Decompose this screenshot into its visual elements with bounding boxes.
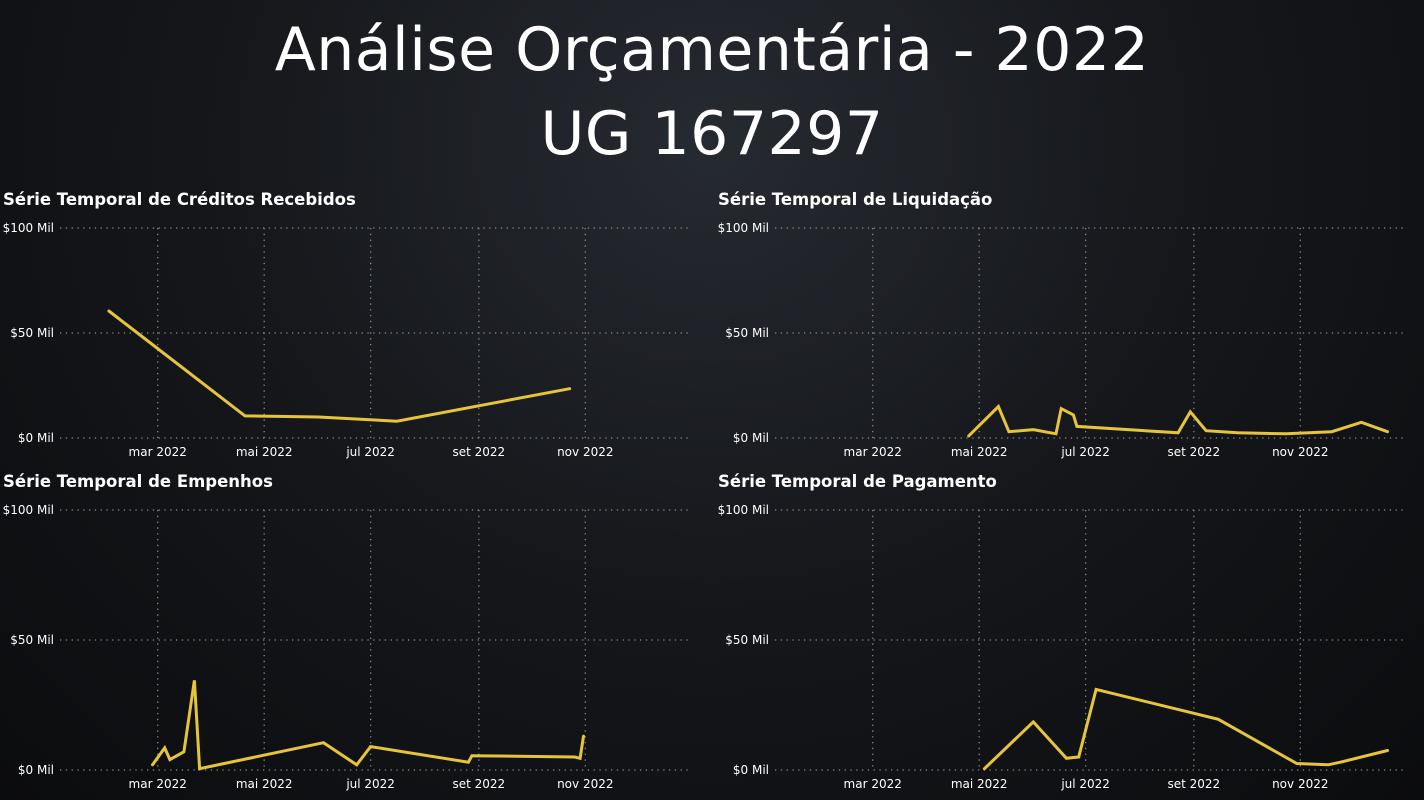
x-tick-label: mar 2022 [844,777,902,791]
y-tick-label: $0 Mil [733,763,769,777]
line-chart-creditos: $0 Mil $50 Mil $100 Mil mar 2022 mai 2022 jul… [3,221,690,459]
y-tick-label: $0 Mil [733,431,769,445]
y-tick-label: $100 Mil [3,221,54,235]
line-chart-empenhos: $0 Mil $50 Mil $100 Mil mar 2022 mai 2022 jul… [3,503,690,791]
x-tick-label: set 2022 [452,445,505,459]
chart-title: Série Temporal de Créditos Recebidos [3,190,356,209]
x-tick-label: mai 2022 [236,445,293,459]
x-tick-label: mar 2022 [129,777,187,791]
y-tick-label: $0 Mil [18,763,54,777]
series-line [982,687,1389,771]
x-tick-label: set 2022 [452,777,505,791]
x-tick-label: mai 2022 [951,445,1008,459]
line-chart-pagamento: $0 Mil $50 Mil $100 Mil mar 2022 mai 2022 jul… [718,503,1405,791]
y-tick-label: $50 Mil [10,326,54,340]
chart-title: Série Temporal de Liquidação [718,190,993,209]
chart-title: Série Temporal de Empenhos [3,472,273,491]
x-tick-label: nov 2022 [557,445,613,459]
y-tick-label: $50 Mil [725,326,769,340]
x-tick-label: jul 2022 [1060,445,1110,459]
x-tick-label: nov 2022 [1272,777,1328,791]
y-tick-label: $100 Mil [718,221,769,235]
y-tick-label: $0 Mil [18,431,54,445]
x-tick-label: set 2022 [1167,777,1220,791]
chart-panel-pagamento: Série Temporal de Pagamento $0 Mil $50 Mi… [715,472,1415,800]
series-line [151,680,585,771]
line-chart-liquidacao: $0 Mil $50 Mil $100 Mil mar 2022 mai 2022 jul… [718,221,1405,459]
series-line [967,403,1389,438]
x-tick-label: set 2022 [1167,445,1220,459]
chart-title: Série Temporal de Pagamento [718,472,997,491]
page-title: Análise Orçamentária - 2022 UG 167297 [0,8,1424,176]
page-title-line2: UG 167297 [540,99,884,169]
x-tick-label: mar 2022 [129,445,187,459]
x-tick-label: jul 2022 [345,777,395,791]
chart-panel-empenhos: Série Temporal de Empenhos $0 Mil $50 Mil… [0,472,700,800]
x-tick-label: nov 2022 [557,777,613,791]
page-title-line1: Análise Orçamentária - 2022 [274,15,1150,85]
x-tick-label: mar 2022 [844,445,902,459]
x-tick-label: mai 2022 [951,777,1008,791]
series-line [107,309,572,423]
y-tick-label: $50 Mil [725,633,769,647]
y-tick-label: $100 Mil [3,503,54,517]
x-tick-label: jul 2022 [1060,777,1110,791]
chart-panel-creditos: Série Temporal de Créditos Recebidos $0 … [0,190,700,465]
y-tick-label: $100 Mil [718,503,769,517]
x-tick-label: mai 2022 [236,777,293,791]
x-tick-label: nov 2022 [1272,445,1328,459]
chart-panel-liquidacao: Série Temporal de Liquidação $0 Mil $50 M… [715,190,1415,465]
x-tick-label: jul 2022 [345,445,395,459]
y-tick-label: $50 Mil [10,633,54,647]
